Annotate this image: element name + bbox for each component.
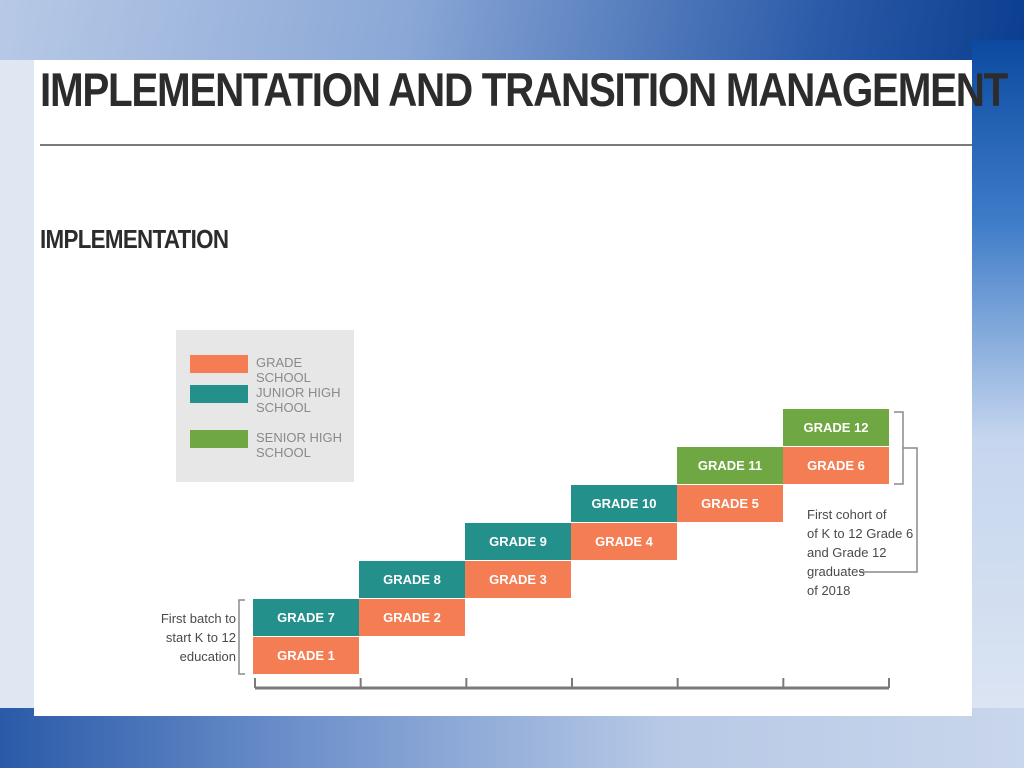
section-title: IMPLEMENTATION: [40, 224, 229, 254]
legend-swatch-senior-high: [190, 430, 248, 448]
legend-label-senior-high: SENIOR HIGH SCHOOL: [256, 430, 342, 460]
grade-5-label: GRADE 5: [701, 496, 759, 511]
first-cohort-connector: [860, 447, 918, 573]
first-cohort-note-line: graduates: [807, 564, 865, 579]
grade-9-label: GRADE 9: [489, 534, 547, 549]
legend-swatch-grade-school: [190, 355, 248, 373]
grade-2-block: [359, 599, 465, 636]
grade-12-block: [783, 409, 889, 446]
first-batch-note-line: First batch to: [161, 611, 236, 626]
grade-10-label: GRADE 10: [591, 496, 656, 511]
legend-label-grade-school: GRADE SCHOOL: [256, 355, 311, 385]
grade-11-block: [677, 447, 783, 484]
grade-12-label: GRADE 12: [803, 420, 868, 435]
implementation-staircase-diagram: GRADE 1 GRADE 7 GRADE 2 GRADE 8 GRADE 3 GRADE…: [161, 409, 918, 690]
grade-8-block: [359, 561, 465, 598]
grade-1-label: GRADE 1: [277, 648, 335, 663]
grade-10-block: [571, 485, 677, 522]
grade-6-block: [783, 447, 889, 484]
grade-11-label: GRADE 11: [698, 458, 762, 473]
background-bottom-band: [0, 708, 1024, 768]
legend-swatch-junior-high: [190, 385, 248, 403]
background-right-band: [972, 40, 1024, 768]
grade-4-label: GRADE 4: [595, 534, 654, 549]
slide-content: IMPLEMENTATION AND TRANSITION MANAGEMENT…: [34, 60, 1008, 716]
first-cohort-bracket-inner: [894, 411, 904, 485]
first-cohort-note-line: First cohort of: [807, 507, 887, 522]
first-batch-note-line: education: [180, 649, 236, 664]
grade-8-label: GRADE 8: [383, 572, 441, 587]
first-batch-note-line: start K to 12: [166, 630, 236, 645]
title-divider: [40, 144, 972, 146]
grade-5-block: [677, 485, 783, 522]
background-top-band: [0, 0, 1024, 60]
legend-label-junior-high: JUNIOR HIGH SCHOOL: [256, 385, 341, 415]
grade-7-label: GRADE 7: [277, 610, 335, 625]
grade-7-block: [253, 599, 359, 636]
grade-2-label: GRADE 2: [383, 610, 441, 625]
first-cohort-note-line: of K to 12 Grade 6: [807, 526, 913, 541]
grade-1-block: [253, 637, 359, 674]
grade-4-block: [571, 523, 677, 560]
grade-3-label: GRADE 3: [489, 572, 547, 587]
first-cohort-note-line: of 2018: [807, 583, 850, 598]
page-title: IMPLEMENTATION AND TRANSITION MANAGEMENT: [40, 63, 1008, 116]
grade-3-block: [465, 561, 571, 598]
first-batch-bracket: [238, 599, 245, 675]
first-cohort-note-line: and Grade 12: [807, 545, 887, 560]
grade-9-block: [465, 523, 571, 560]
legend: GRADE SCHOOL JUNIOR HIGH SCHOOL SENIOR H…: [176, 330, 354, 482]
grade-6-label: GRADE 6: [807, 458, 865, 473]
